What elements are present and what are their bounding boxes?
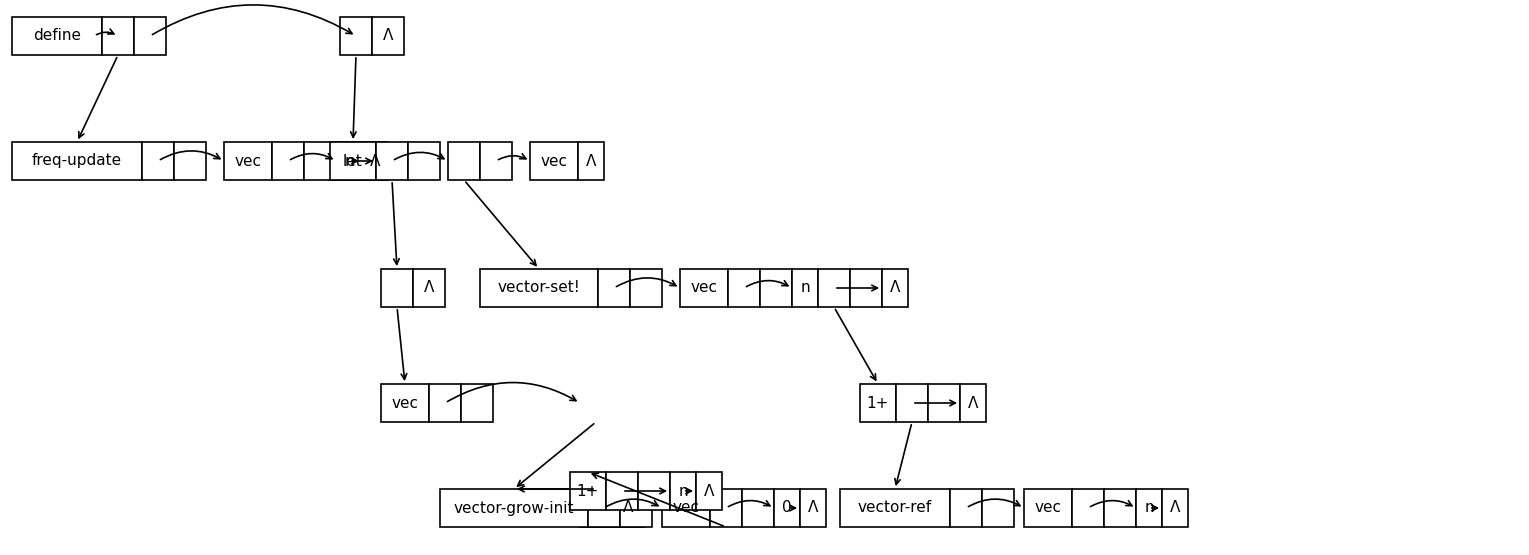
Bar (818, 269, 850, 307)
Text: Λ: Λ (890, 280, 901, 295)
Text: vec: vec (540, 154, 567, 169)
Bar (928, 384, 960, 422)
Bar (680, 269, 728, 307)
Bar (12, 17, 102, 55)
Bar (982, 489, 1014, 527)
Bar (12, 142, 142, 180)
Bar (760, 269, 792, 307)
Bar (598, 269, 630, 307)
Bar (605, 472, 638, 510)
Bar (859, 384, 896, 422)
Bar (570, 472, 605, 510)
Bar (1024, 489, 1072, 527)
Bar (960, 384, 986, 422)
Bar (336, 142, 362, 180)
Bar (135, 17, 167, 55)
Bar (531, 142, 578, 180)
Text: 0: 0 (783, 501, 792, 516)
Bar (1072, 489, 1104, 527)
Text: vec: vec (1035, 501, 1061, 516)
Bar (304, 142, 336, 180)
Bar (339, 17, 372, 55)
Text: Λ: Λ (807, 501, 818, 516)
Bar (728, 269, 760, 307)
Bar (839, 489, 950, 527)
Bar (480, 142, 512, 180)
Bar (225, 142, 272, 180)
Bar (462, 384, 492, 422)
Text: Λ: Λ (424, 280, 434, 295)
Bar (612, 489, 644, 527)
Text: n: n (344, 154, 353, 169)
Bar (742, 489, 774, 527)
Bar (102, 17, 135, 55)
Bar (638, 472, 670, 510)
Text: vec: vec (691, 280, 717, 295)
Text: 1+: 1+ (576, 483, 599, 498)
Bar (448, 142, 480, 180)
Bar (850, 269, 882, 307)
Bar (950, 489, 982, 527)
Text: vector-grow-init: vector-grow-init (454, 501, 575, 516)
Bar (330, 142, 376, 180)
Bar (630, 269, 662, 307)
Bar (372, 17, 404, 55)
Text: define: define (34, 28, 81, 43)
Text: vec: vec (673, 501, 699, 516)
Bar (800, 489, 826, 527)
Text: vector-set!: vector-set! (497, 280, 581, 295)
Bar (619, 489, 651, 527)
Bar (142, 142, 174, 180)
Text: Λ: Λ (968, 396, 979, 411)
Bar (792, 269, 818, 307)
Bar (589, 489, 619, 527)
Bar (430, 384, 462, 422)
Bar (174, 142, 206, 180)
Bar (709, 489, 742, 527)
Text: Λ: Λ (370, 154, 381, 169)
Bar (440, 489, 589, 527)
Bar (896, 384, 928, 422)
Bar (670, 472, 696, 510)
Text: 1+: 1+ (867, 396, 890, 411)
Text: n: n (679, 483, 688, 498)
Bar (381, 384, 430, 422)
Bar (579, 489, 612, 527)
Bar (362, 142, 388, 180)
Bar (272, 142, 304, 180)
Text: n: n (1144, 501, 1154, 516)
Text: Λ: Λ (622, 501, 633, 516)
Text: freq-update: freq-update (32, 154, 122, 169)
Text: Λ: Λ (586, 154, 596, 169)
Bar (408, 142, 440, 180)
Bar (480, 269, 598, 307)
Text: Λ: Λ (703, 483, 714, 498)
Bar (1136, 489, 1162, 527)
Bar (1104, 489, 1136, 527)
Text: vector-ref: vector-ref (858, 501, 933, 516)
Bar (696, 472, 722, 510)
Bar (381, 269, 413, 307)
Bar (578, 142, 604, 180)
Bar (376, 142, 408, 180)
Bar (413, 269, 445, 307)
Text: vec: vec (391, 396, 419, 411)
Bar (882, 269, 908, 307)
Text: Λ: Λ (1170, 501, 1180, 516)
Text: Λ: Λ (382, 28, 393, 43)
Bar (662, 489, 709, 527)
Text: vec: vec (234, 154, 261, 169)
Text: n: n (800, 280, 810, 295)
Text: let: let (342, 154, 362, 169)
Bar (1162, 489, 1188, 527)
Bar (774, 489, 800, 527)
